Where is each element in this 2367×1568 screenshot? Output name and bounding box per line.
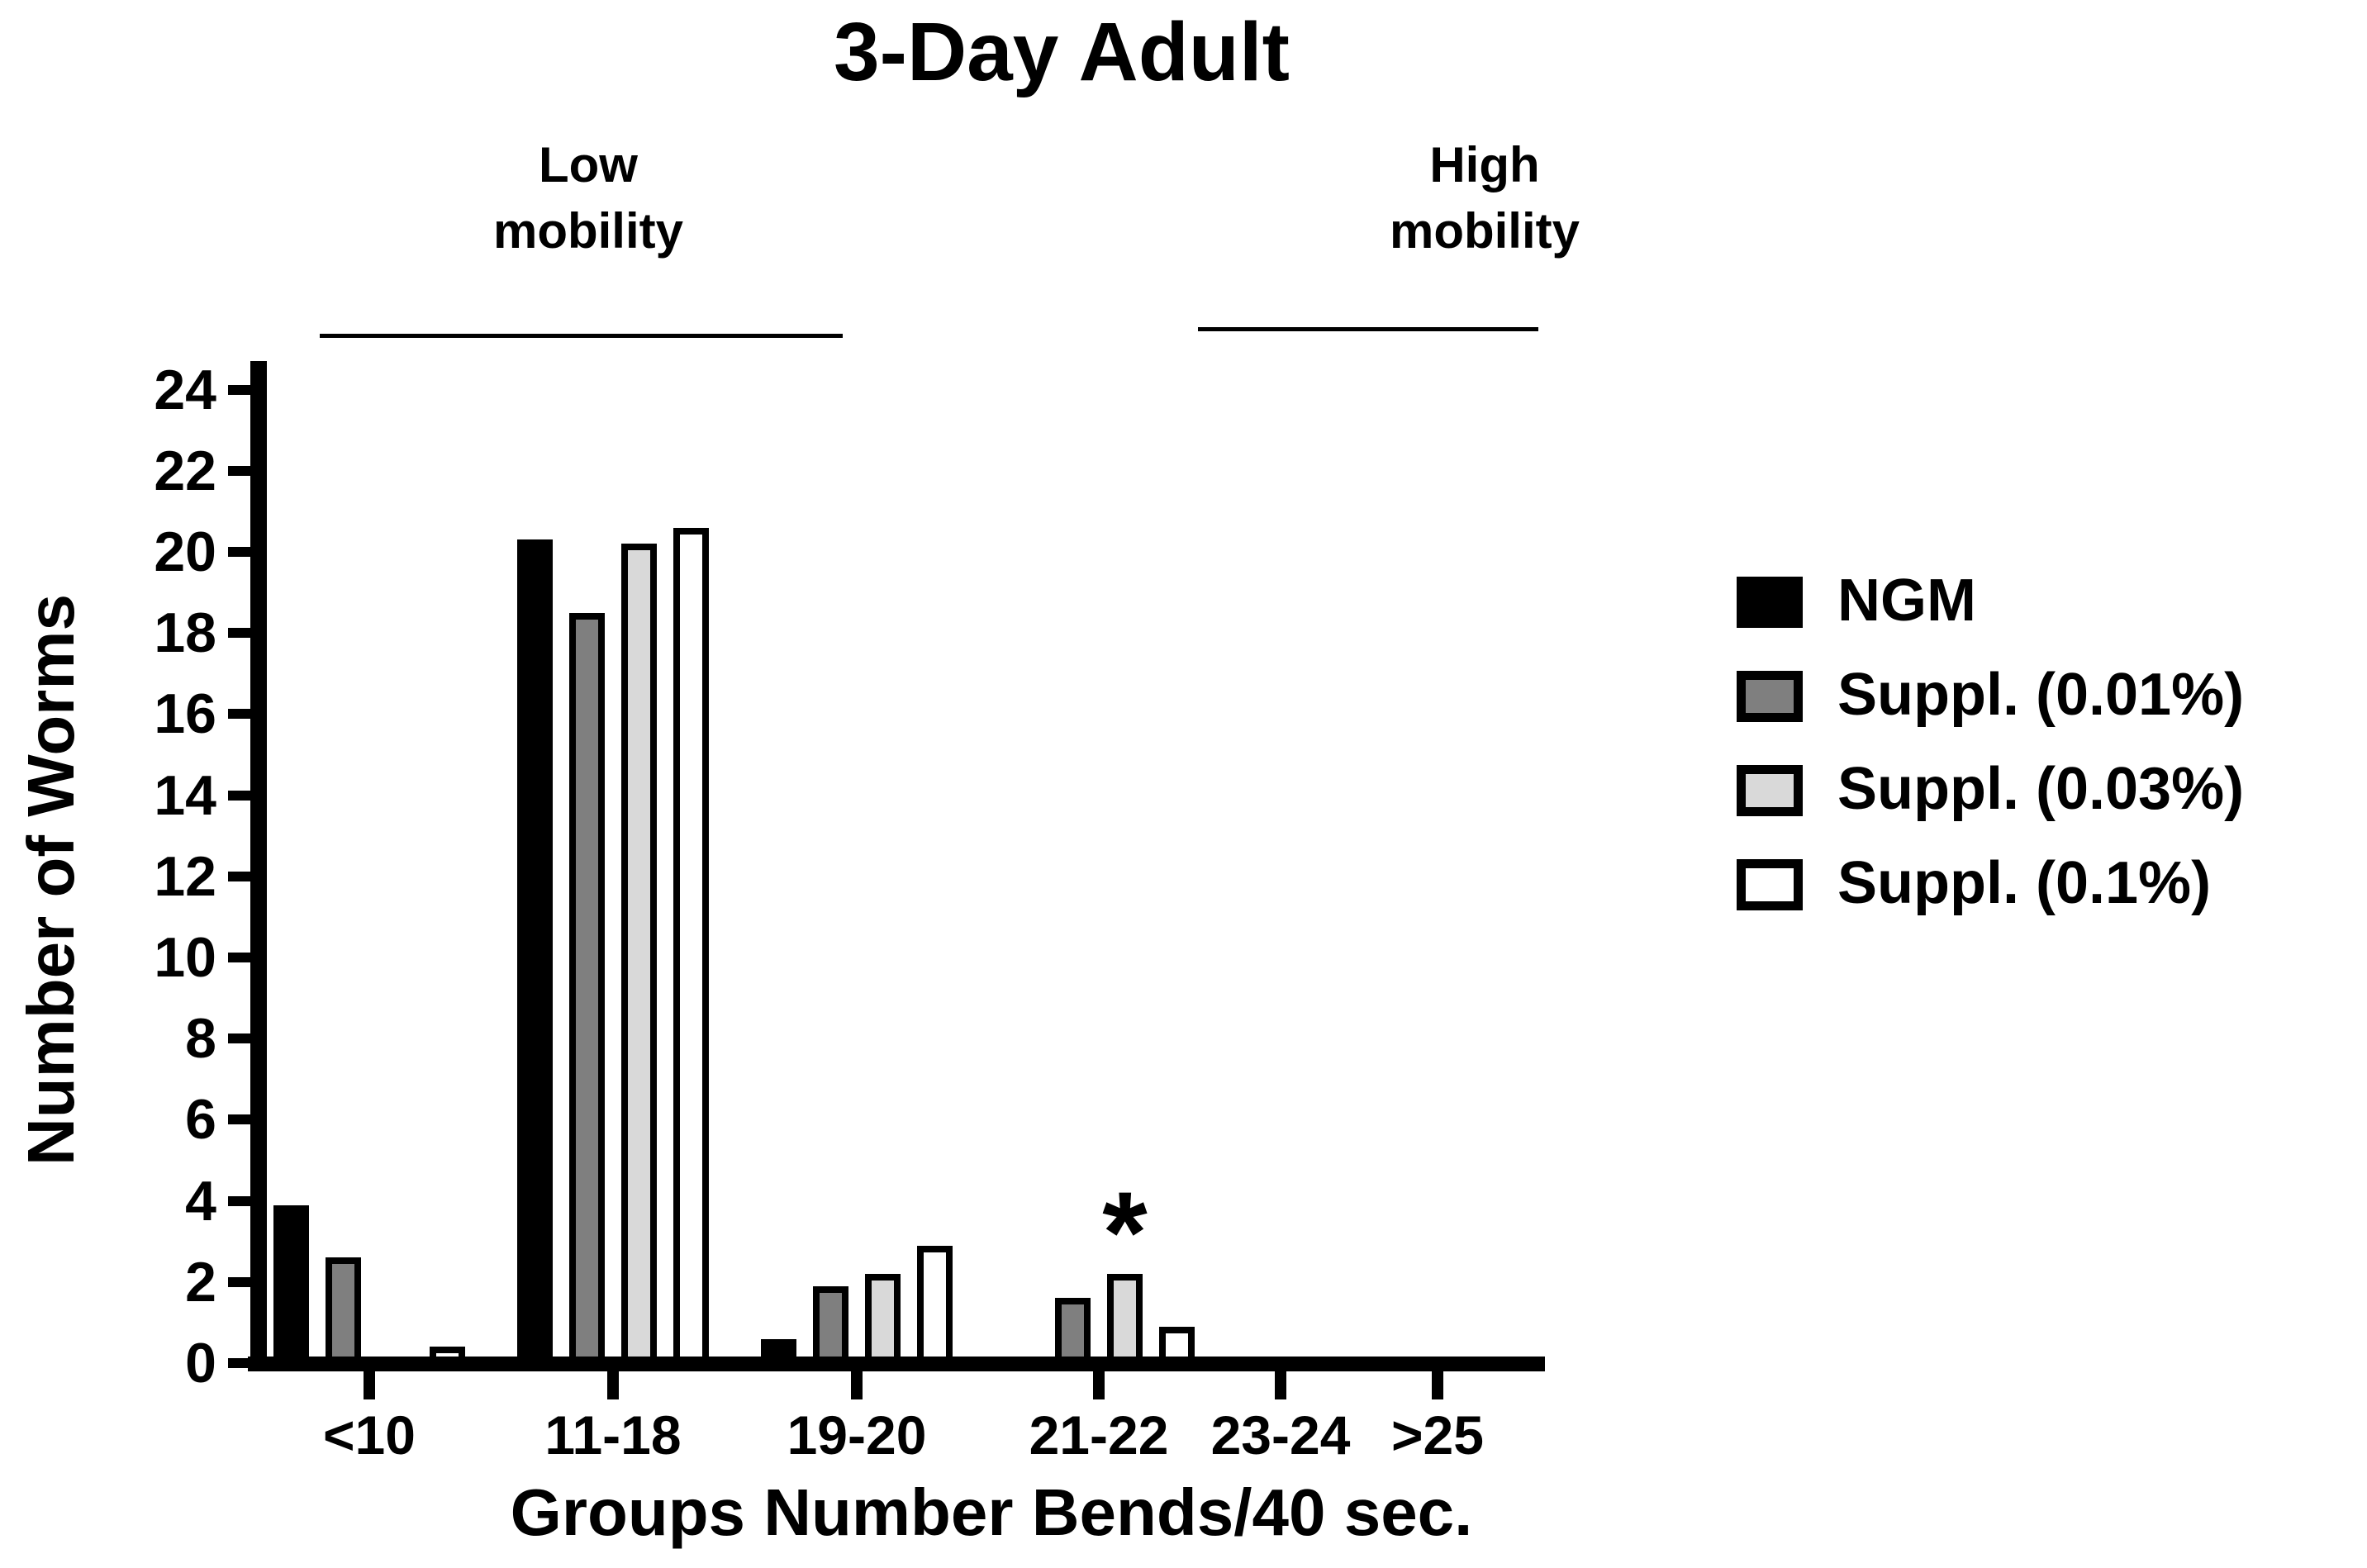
y-axis-line <box>250 361 267 1363</box>
bar <box>1055 1298 1091 1363</box>
y-tick <box>228 953 250 962</box>
y-tick-label: 22 <box>154 439 216 502</box>
significance-asterisk: * <box>1102 1166 1148 1297</box>
y-tick <box>228 1276 250 1287</box>
legend-swatch <box>1737 859 1803 910</box>
y-tick <box>228 547 250 557</box>
x-tick-label: 23-24 <box>1210 1404 1351 1466</box>
low-mobility-bracket-line <box>320 334 843 338</box>
x-tick <box>851 1370 863 1399</box>
y-tick <box>228 1195 250 1206</box>
y-tick-label: 24 <box>154 358 216 421</box>
high-mobility-label-line2: mobility <box>1389 203 1580 259</box>
bar <box>569 613 605 1363</box>
high-mobility-label: High mobility <box>1361 132 1609 264</box>
x-tick <box>607 1370 619 1399</box>
x-tick-label: 11-18 <box>544 1404 682 1466</box>
low-mobility-label-line1: Low <box>539 137 638 192</box>
bar <box>865 1274 901 1363</box>
y-tick-label: 0 <box>185 1332 216 1395</box>
legend-label: Suppl. (0.1%) <box>1837 850 2212 916</box>
y-tick <box>228 709 250 720</box>
x-tick-label: <10 <box>323 1404 416 1466</box>
y-tick <box>228 628 250 639</box>
y-tick-label: 20 <box>154 520 216 583</box>
x-tick <box>1275 1370 1286 1399</box>
low-mobility-label-line2: mobility <box>492 203 683 259</box>
y-tick-label: 16 <box>154 682 216 746</box>
y-tick <box>228 465 250 476</box>
y-tick-label: 2 <box>185 1250 216 1314</box>
x-tick <box>1432 1370 1443 1399</box>
y-tick-label: 6 <box>185 1088 216 1152</box>
bar <box>1159 1327 1195 1363</box>
legend-swatch <box>1737 671 1803 722</box>
bar <box>621 544 657 1363</box>
bar <box>917 1246 953 1363</box>
bar <box>813 1286 848 1363</box>
y-tick-label: 12 <box>154 844 216 908</box>
y-tick <box>228 1114 250 1125</box>
x-tick-label: >25 <box>1391 1404 1484 1466</box>
legend-label: Suppl. (0.01%) <box>1837 662 2245 728</box>
y-tick <box>228 1033 250 1044</box>
bar <box>673 528 709 1363</box>
x-axis-title: Groups Number Bends/40 sec. <box>510 1475 1473 1549</box>
y-tick-label: 10 <box>154 926 216 989</box>
legend-swatch <box>1737 577 1803 628</box>
legend-swatch <box>1737 765 1803 816</box>
x-tick <box>1093 1370 1105 1399</box>
bar <box>517 539 553 1363</box>
y-tick-label: 14 <box>154 763 216 827</box>
x-tick-label: 21-22 <box>1029 1404 1169 1466</box>
x-tick-label: 19-20 <box>787 1404 927 1466</box>
high-mobility-bracket-line <box>1198 327 1538 331</box>
y-tick <box>228 871 250 881</box>
bar <box>326 1257 361 1363</box>
bar <box>273 1205 309 1363</box>
y-tick-label: 18 <box>154 601 216 665</box>
y-tick-label: 4 <box>185 1169 216 1233</box>
y-tick <box>228 384 250 395</box>
high-mobility-label-line1: High <box>1429 137 1540 192</box>
y-tick <box>228 790 250 801</box>
bar <box>430 1347 465 1363</box>
chart-title: 3-Day Adult <box>834 6 1290 98</box>
bar <box>1107 1274 1143 1363</box>
bar <box>761 1339 796 1363</box>
y-tick <box>228 1358 250 1368</box>
legend-label: Suppl. (0.03%) <box>1837 756 2245 822</box>
legend-label: NGM <box>1837 568 1976 634</box>
y-axis-title: Number of Worms <box>14 594 88 1166</box>
y-tick-label: 8 <box>185 1007 216 1071</box>
low-mobility-label: Low mobility <box>464 132 712 264</box>
x-tick <box>364 1370 375 1399</box>
